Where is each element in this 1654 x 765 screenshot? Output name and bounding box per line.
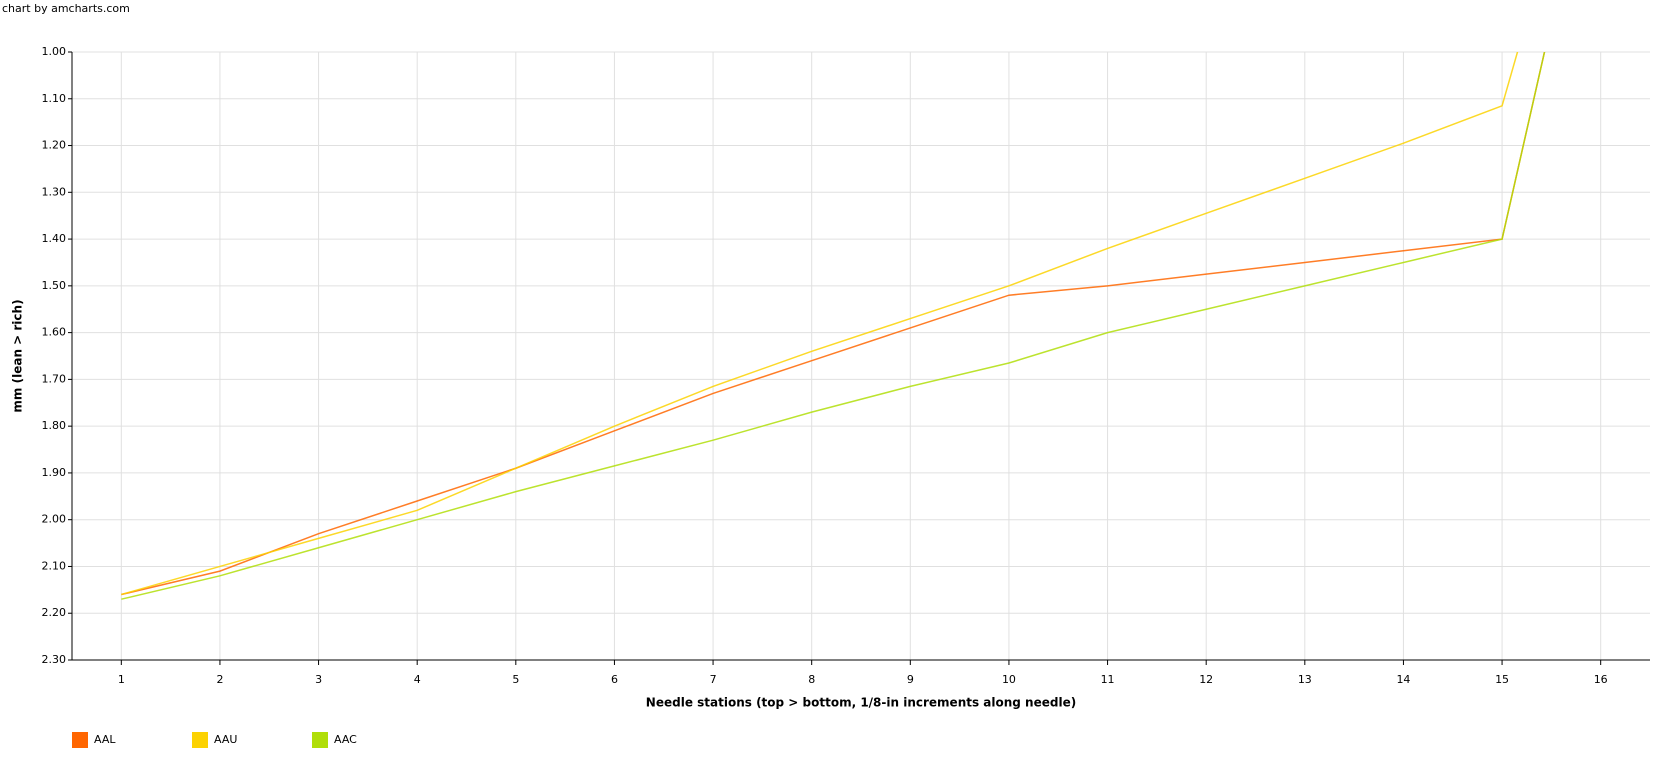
y-axis-title: mm (lean > rich) xyxy=(11,299,25,412)
credit: chart by amcharts.com xyxy=(2,2,130,15)
x-tick-label: 9 xyxy=(907,673,914,686)
x-tick-label: 4 xyxy=(414,673,421,686)
series-line xyxy=(121,52,1519,596)
legend-swatch xyxy=(312,732,328,748)
y-tick-label: 1.80 xyxy=(42,419,67,432)
x-tick-label: 13 xyxy=(1298,673,1312,686)
y-tick-label: 1.90 xyxy=(42,466,67,479)
x-tick-label: 12 xyxy=(1199,673,1213,686)
x-tick-label: 6 xyxy=(611,673,618,686)
series-line xyxy=(121,52,1546,600)
y-tick-label: 1.40 xyxy=(42,232,67,245)
legend-swatch xyxy=(72,732,88,748)
plot-area xyxy=(121,52,1546,600)
legend-swatch xyxy=(192,732,208,748)
x-tick-label: 2 xyxy=(216,673,223,686)
series-line xyxy=(121,52,1546,596)
grid xyxy=(72,51,1650,661)
x-tick-label: 1 xyxy=(118,673,125,686)
x-tick-label: 5 xyxy=(512,673,519,686)
legend-label: AAU xyxy=(214,733,237,746)
x-tick-label: 15 xyxy=(1495,673,1509,686)
y-tick-label: 2.20 xyxy=(42,606,67,619)
y-tick-label: 1.70 xyxy=(42,372,67,385)
y-tick-label: 2.00 xyxy=(42,513,67,526)
x-tick-label: 3 xyxy=(315,673,322,686)
x-tick-label: 16 xyxy=(1594,673,1608,686)
y-tick-label: 1.20 xyxy=(42,139,67,152)
legend-label: AAC xyxy=(334,733,357,746)
x-tick-label: 8 xyxy=(808,673,815,686)
y-tick-label: 1.30 xyxy=(42,185,67,198)
x-axis-title: Needle stations (top > bottom, 1/8-in in… xyxy=(646,696,1076,710)
legend-label: AAL xyxy=(94,733,116,746)
y-tick-label: 2.10 xyxy=(42,559,67,572)
y-tick-label: 1.50 xyxy=(42,279,67,292)
y-tick-label: 1.60 xyxy=(42,326,67,339)
y-tick-label: 1.10 xyxy=(42,92,67,105)
y-tick-label: 1.00 xyxy=(42,45,67,58)
x-tick-label: 11 xyxy=(1101,673,1115,686)
y-tick-label: 2.30 xyxy=(42,653,67,666)
x-tick-label: 10 xyxy=(1002,673,1016,686)
x-tick-label: 7 xyxy=(710,673,717,686)
x-tick-label: 14 xyxy=(1396,673,1410,686)
